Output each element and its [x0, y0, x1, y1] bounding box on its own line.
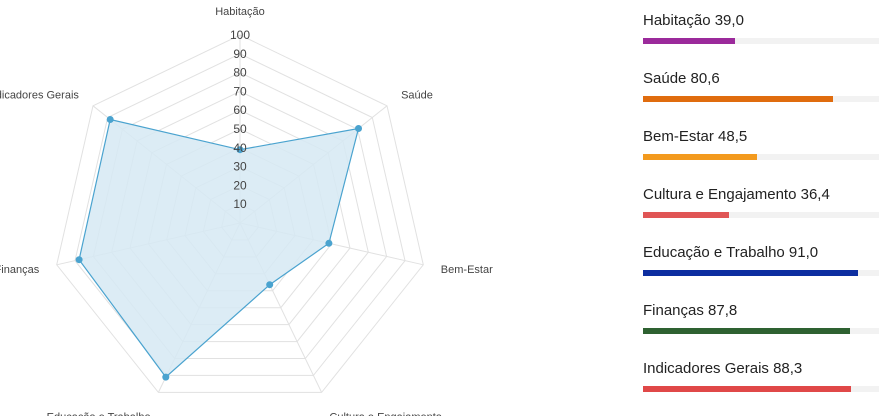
radar-chart: 10 20 30 40 50 60 70 80 90 100 Habitação Saúde Bem-… [0, 6, 493, 416]
radar-axis-labels: Habitação Saúde Bem-Estar Cultura e Engajam… [0, 6, 493, 416]
legend-label: Educação e Trabalho 91,0 [643, 244, 819, 261]
legend-label: Finanças 87,8 [643, 302, 738, 319]
radar-series [78, 118, 360, 378]
legend-bar-track [643, 328, 879, 334]
legend-bar-fill [643, 386, 852, 392]
legend-bar-fill [643, 212, 729, 218]
point-cultura-e-engajamento [266, 281, 274, 289]
tick-label-90: 90 [233, 47, 247, 61]
legend-bar-track [643, 38, 879, 44]
tick-label-60: 60 [233, 103, 247, 117]
legend-bar-fill [643, 96, 834, 102]
axis-label-habitacao: Habitação [215, 6, 265, 18]
point-habitacao [236, 146, 244, 154]
legend-label: Indicadores Gerais 88,3 [643, 360, 803, 377]
legend-bar-track [643, 96, 879, 102]
axis-label-indicadores-gerais: Indicadores Gerais [0, 90, 79, 102]
legend-bar-track [643, 212, 879, 218]
legend-bar-track [643, 154, 879, 160]
tick-label-10: 10 [233, 197, 247, 211]
legend-item-financas: Finanças 87,8 [643, 302, 879, 342]
legend-bar-fill [643, 270, 858, 276]
tick-label-50: 50 [233, 122, 247, 136]
tick-label-70: 70 [233, 84, 247, 98]
legend-item-cultura-e-engajamento: Cultura e Engajamento 36,4 [643, 186, 879, 226]
axis-label-cultura-e-engajamento: Cultura e Engajamento [329, 412, 442, 416]
tick-label-20: 20 [233, 178, 247, 192]
tick-label-80: 80 [233, 66, 247, 80]
legend-bar-fill [643, 328, 851, 334]
series-area [78, 118, 360, 378]
point-saude [355, 125, 362, 132]
legend-item-saude: Saúde 80,6 [643, 70, 879, 110]
legend-bar-track [643, 386, 879, 392]
legend-label: Cultura e Engajamento 36,4 [643, 186, 830, 203]
tick-label-40: 40 [233, 141, 247, 155]
tick-label-100: 100 [230, 28, 250, 42]
legend: Habitação 39,0 Saúde 80,6 Bem-Estar 48,5 Cu… [643, 0, 879, 416]
grid-ring-90 [74, 53, 406, 376]
legend-bar-fill [643, 154, 758, 160]
axis-label-educacao-e-trabalho: Educação e Trabalho [47, 412, 151, 416]
legend-bar-track [643, 270, 879, 276]
axis-label-saude: Saúde [401, 90, 433, 102]
point-indicadores-gerais [106, 116, 114, 123]
radar-tick-labels: 10 20 30 40 50 60 70 80 90 100 [230, 28, 250, 211]
tick-label-30: 30 [233, 160, 247, 174]
legend-item-educacao-e-trabalho: Educação e Trabalho 91,0 [643, 244, 879, 284]
grid-ring-100 [56, 34, 424, 393]
radar-points [75, 116, 362, 381]
axis-label-bem-estar: Bem-Estar [441, 264, 493, 276]
point-educacao-e-trabalho [162, 373, 170, 381]
legend-bar-fill [643, 38, 736, 44]
axis-label-financas: Finanças [0, 264, 40, 276]
point-financas [75, 256, 83, 264]
legend-label: Habitação 39,0 [643, 12, 744, 29]
legend-item-indicadores-gerais: Indicadores Gerais 88,3 [643, 360, 879, 400]
point-bem-estar [325, 239, 333, 247]
legend-item-habitacao: Habitação 39,0 [643, 12, 879, 52]
legend-label: Saúde 80,6 [643, 70, 720, 87]
legend-item-bem-estar: Bem-Estar 48,5 [643, 128, 879, 168]
legend-label: Bem-Estar 48,5 [643, 128, 748, 145]
